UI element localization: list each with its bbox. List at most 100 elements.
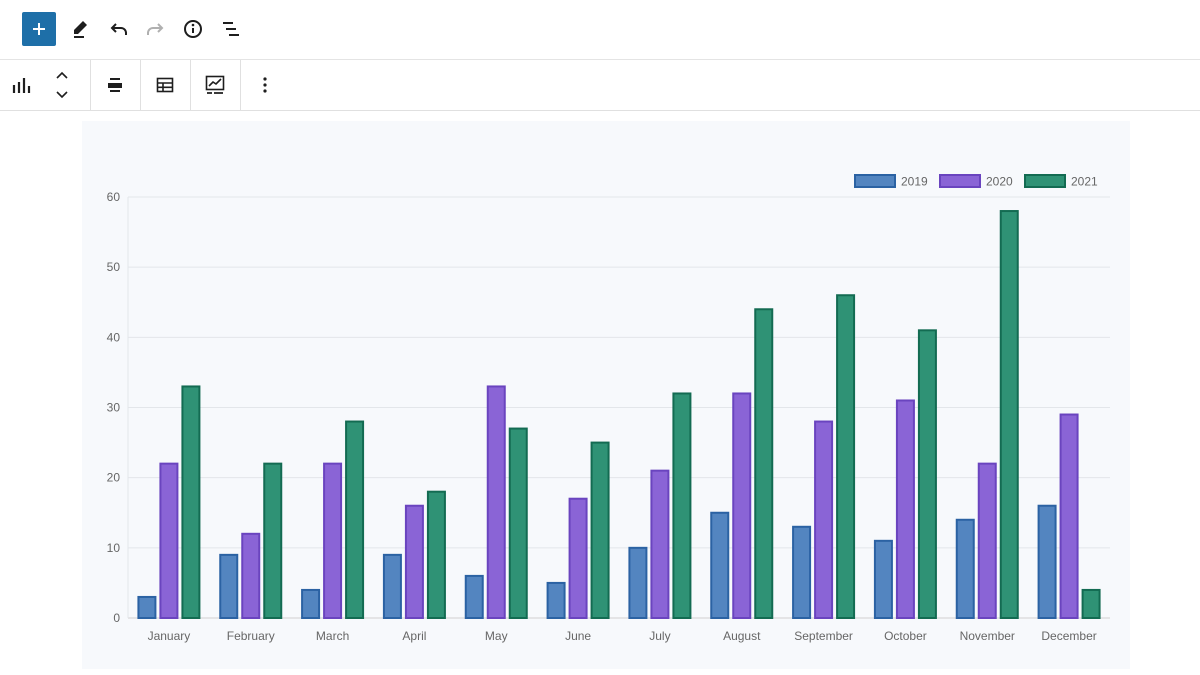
redo-icon [147,23,164,35]
legend-item-2021[interactable]: 2021 [1024,174,1098,189]
y-tick-label: 0 [113,611,120,625]
bar-2019-november[interactable] [955,518,975,619]
x-tick-label: November [960,629,1015,643]
bar-2021-september[interactable] [836,294,856,619]
table-icon [156,77,174,93]
bar-2020-november[interactable] [977,462,997,619]
bar-2019-february[interactable] [219,553,239,620]
bar-2021-january[interactable] [181,385,201,620]
chart-edit-icon [205,75,225,94]
bar-2020-august[interactable] [732,392,752,620]
y-tick-label: 30 [107,401,121,415]
list-view-button[interactable] [214,12,248,46]
x-tick-label: May [485,629,508,643]
bar-2019-april[interactable] [382,553,402,620]
y-axis-ticks: 0 10 20 30 40 50 60 [107,190,121,625]
x-tick-label: March [316,629,349,643]
bar-2021-february[interactable] [263,462,283,619]
undo-button[interactable] [102,12,136,46]
bar-2019-december[interactable] [1037,504,1057,620]
bar-2019-september[interactable] [792,525,812,619]
bar-2020-may[interactable] [486,385,506,620]
pencil-icon [74,21,87,38]
table-group [141,60,191,110]
plus-icon [33,23,45,35]
legend-swatch [854,174,896,188]
x-tick-label: October [884,629,927,643]
bar-2020-january[interactable] [159,462,179,619]
align-icon [108,78,122,92]
info-icon [184,20,202,38]
x-tick-label: February [227,629,275,643]
redo-button[interactable] [138,12,172,46]
x-tick-label: December [1041,629,1096,643]
bar-2019-may[interactable] [464,574,484,619]
more-options-button[interactable] [248,68,282,102]
bar-2020-july[interactable] [650,469,670,619]
bar-2021-april[interactable] [426,490,446,620]
table-button[interactable] [148,68,182,102]
bar-chart-icon [12,78,31,93]
bar-2021-july[interactable] [672,392,692,620]
bar-2021-august[interactable] [754,308,774,619]
move-up-down-icon [56,71,68,99]
bar-2021-december[interactable] [1081,588,1101,619]
bars [137,210,1101,620]
block-toolbar [0,60,1200,111]
block-type-group [0,60,91,110]
chart-settings-group [191,60,241,110]
bar-2020-april[interactable] [404,504,424,620]
bar-2021-may[interactable] [508,427,528,619]
legend-item-2020[interactable]: 2020 [939,174,1013,189]
align-group [91,60,141,110]
bar-2019-march[interactable] [301,588,321,619]
chart-edit-button[interactable] [198,68,232,102]
bar-chart: 0 10 20 30 40 50 60 January February March April M… [107,174,1110,643]
legend-label: 2020 [986,175,1013,189]
bar-2021-october[interactable] [917,329,937,619]
bar-2020-june[interactable] [568,497,588,620]
x-tick-label: June [565,629,591,643]
bar-2020-february[interactable] [241,532,261,619]
legend-item-2019[interactable]: 2019 [854,174,928,189]
bar-2021-november[interactable] [999,210,1019,620]
bar-2021-june[interactable] [590,441,610,620]
legend-swatch [939,174,981,188]
y-tick-label: 40 [107,330,121,344]
editor-top-toolbar [0,0,1200,60]
grid-lines [127,196,1110,619]
x-tick-label: April [402,629,426,643]
details-button[interactable] [176,12,210,46]
tools-button[interactable] [64,12,98,46]
bar-2019-june[interactable] [546,581,566,619]
y-tick-label: 10 [107,541,121,555]
bar-2019-january[interactable] [137,595,157,620]
bar-2019-july[interactable] [628,546,648,620]
x-tick-label: August [723,629,761,643]
x-tick-label: January [148,629,191,643]
bar-2020-march[interactable] [323,462,343,619]
bar-2021-march[interactable] [345,420,365,619]
x-tick-label: July [649,629,670,643]
chart-block[interactable]: 0 10 20 30 40 50 60 January February March April M… [82,121,1130,669]
move-button[interactable] [45,68,79,102]
more-options-icon [263,77,267,93]
bar-2020-december[interactable] [1059,413,1079,619]
y-tick-label: 60 [107,190,121,204]
legend-label: 2021 [1071,175,1098,189]
x-tick-label: September [794,629,853,643]
legend-label: 2019 [901,175,928,189]
list-view-icon [223,22,239,36]
bar-2019-october[interactable] [873,539,893,620]
y-tick-label: 50 [107,260,121,274]
undo-icon [110,23,127,35]
legend-swatch [1024,174,1066,188]
add-block-button[interactable] [22,12,56,46]
bar-2020-september[interactable] [814,420,834,619]
y-tick-label: 20 [107,471,121,485]
bar-2020-october[interactable] [895,399,915,619]
legend: 2019 2020 2021 [854,174,1098,189]
align-button[interactable] [98,68,132,102]
bar-2019-august[interactable] [710,511,730,619]
block-type-button[interactable] [5,68,39,102]
